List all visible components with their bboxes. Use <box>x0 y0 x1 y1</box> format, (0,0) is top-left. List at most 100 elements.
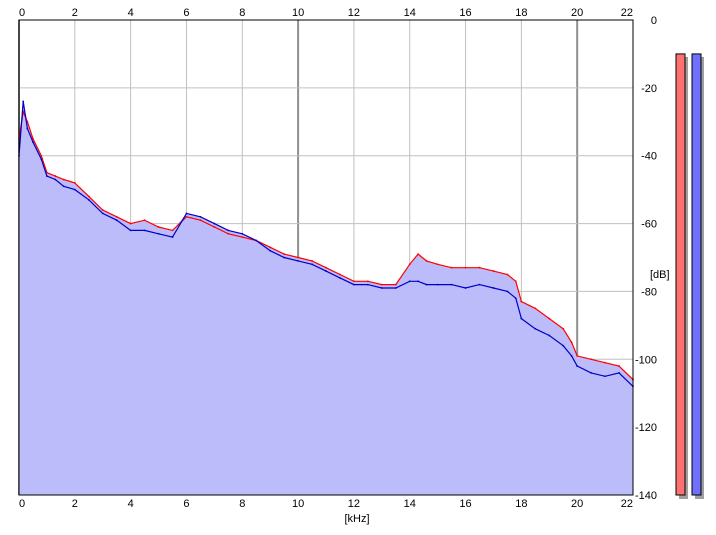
data-point-1 <box>101 209 104 211</box>
data-point-2 <box>241 232 244 235</box>
data-point-2 <box>87 198 90 201</box>
data-point-2 <box>185 212 188 215</box>
data-point-2 <box>255 239 258 242</box>
series-lines <box>18 100 634 388</box>
data-point-2 <box>32 141 34 144</box>
x-axis-unit: [kHz] <box>344 513 369 525</box>
data-point-2 <box>450 283 453 286</box>
data-point-1 <box>450 266 453 269</box>
data-point-1 <box>283 253 286 256</box>
data-point-2 <box>506 290 509 293</box>
data-point-1 <box>534 307 537 310</box>
data-point-1 <box>73 181 76 184</box>
x-tick-label-bottom: 4 <box>128 498 134 510</box>
data-point-1 <box>199 219 202 222</box>
data-point-2 <box>325 270 327 272</box>
x-tick-label-top: 20 <box>571 7 583 19</box>
x-tick-label-top: 0 <box>19 7 25 19</box>
data-point-1 <box>87 195 90 198</box>
tick-labels: 002244668810101212141416161818202022220-… <box>19 7 657 510</box>
data-point-2 <box>417 280 419 283</box>
y-tick-label: -20 <box>641 83 657 95</box>
data-point-2 <box>380 287 383 289</box>
data-point-2 <box>101 212 104 215</box>
data-point-2 <box>425 283 428 286</box>
data-point-2 <box>157 232 160 235</box>
data-point-2 <box>339 276 341 279</box>
data-point-1 <box>241 236 244 239</box>
y-tick-label: 0 <box>651 15 657 27</box>
data-point-1 <box>408 263 411 266</box>
data-point-2 <box>562 344 565 347</box>
data-point-1 <box>548 317 551 320</box>
x-tick-label-top: 8 <box>239 7 245 19</box>
x-tick-label-bottom: 18 <box>515 498 527 510</box>
data-point-2 <box>115 219 118 222</box>
data-point-1 <box>227 232 230 235</box>
data-point-2 <box>283 256 286 259</box>
data-point-2 <box>548 334 551 337</box>
data-point-1 <box>269 246 272 249</box>
x-tick-label-top: 12 <box>348 7 360 19</box>
data-point-1 <box>62 178 65 181</box>
data-point-2 <box>62 185 65 188</box>
data-point-1 <box>40 154 43 157</box>
data-point-1 <box>339 273 341 276</box>
y-tick-label: -60 <box>641 219 657 231</box>
data-point-2 <box>199 215 202 218</box>
data-point-2 <box>464 287 467 289</box>
data-point-1 <box>129 222 132 225</box>
level-meter-bar <box>691 53 702 496</box>
data-point-2 <box>353 283 355 286</box>
y-tick-label: -80 <box>641 286 657 298</box>
data-point-1 <box>520 300 523 303</box>
x-tick-label-top: 16 <box>459 7 471 19</box>
data-point-1 <box>32 137 34 140</box>
x-tick-label-top: 6 <box>183 7 189 19</box>
data-point-2 <box>46 175 48 177</box>
data-point-2 <box>576 365 579 367</box>
data-point-1 <box>417 253 419 256</box>
spectrum-area <box>19 101 633 495</box>
x-tick-label-top: 22 <box>621 7 633 19</box>
data-point-1 <box>576 354 579 357</box>
x-tick-label-bottom: 6 <box>183 498 189 510</box>
data-point-2 <box>26 127 29 130</box>
x-tick-label-top: 18 <box>515 7 527 19</box>
data-point-2 <box>297 259 299 262</box>
data-point-1 <box>213 226 216 228</box>
data-point-1 <box>425 259 428 262</box>
data-point-2 <box>143 229 146 232</box>
data-point-2 <box>40 158 43 161</box>
y-tick-label: -40 <box>641 151 657 163</box>
data-point-2 <box>129 229 132 232</box>
data-point-1 <box>478 266 481 269</box>
data-point-1 <box>297 256 299 259</box>
data-point-2 <box>22 100 25 103</box>
data-point-2 <box>534 327 537 330</box>
data-point-1 <box>380 283 383 286</box>
data-point-2 <box>366 283 369 286</box>
x-tick-label-bottom: 8 <box>239 498 245 510</box>
data-point-1 <box>506 273 509 276</box>
x-tick-label-bottom: 2 <box>72 498 78 510</box>
data-point-1 <box>492 270 495 272</box>
data-point-1 <box>394 283 397 286</box>
data-point-1 <box>54 175 57 177</box>
data-point-2 <box>269 249 272 252</box>
data-point-1 <box>353 280 355 283</box>
x-tick-label-top: 2 <box>72 7 78 19</box>
data-point-2 <box>227 229 230 232</box>
data-point-2 <box>54 178 57 181</box>
data-point-2 <box>514 297 517 300</box>
data-point-1 <box>185 215 188 218</box>
data-point-2 <box>171 236 174 239</box>
x-tick-label-bottom: 20 <box>571 498 583 510</box>
series-line-1 <box>18 109 634 381</box>
data-point-2 <box>73 188 76 191</box>
x-tick-label-bottom: 16 <box>459 498 471 510</box>
axes <box>18 19 634 496</box>
y-tick-label: -140 <box>635 490 657 502</box>
data-point-1 <box>143 219 146 222</box>
